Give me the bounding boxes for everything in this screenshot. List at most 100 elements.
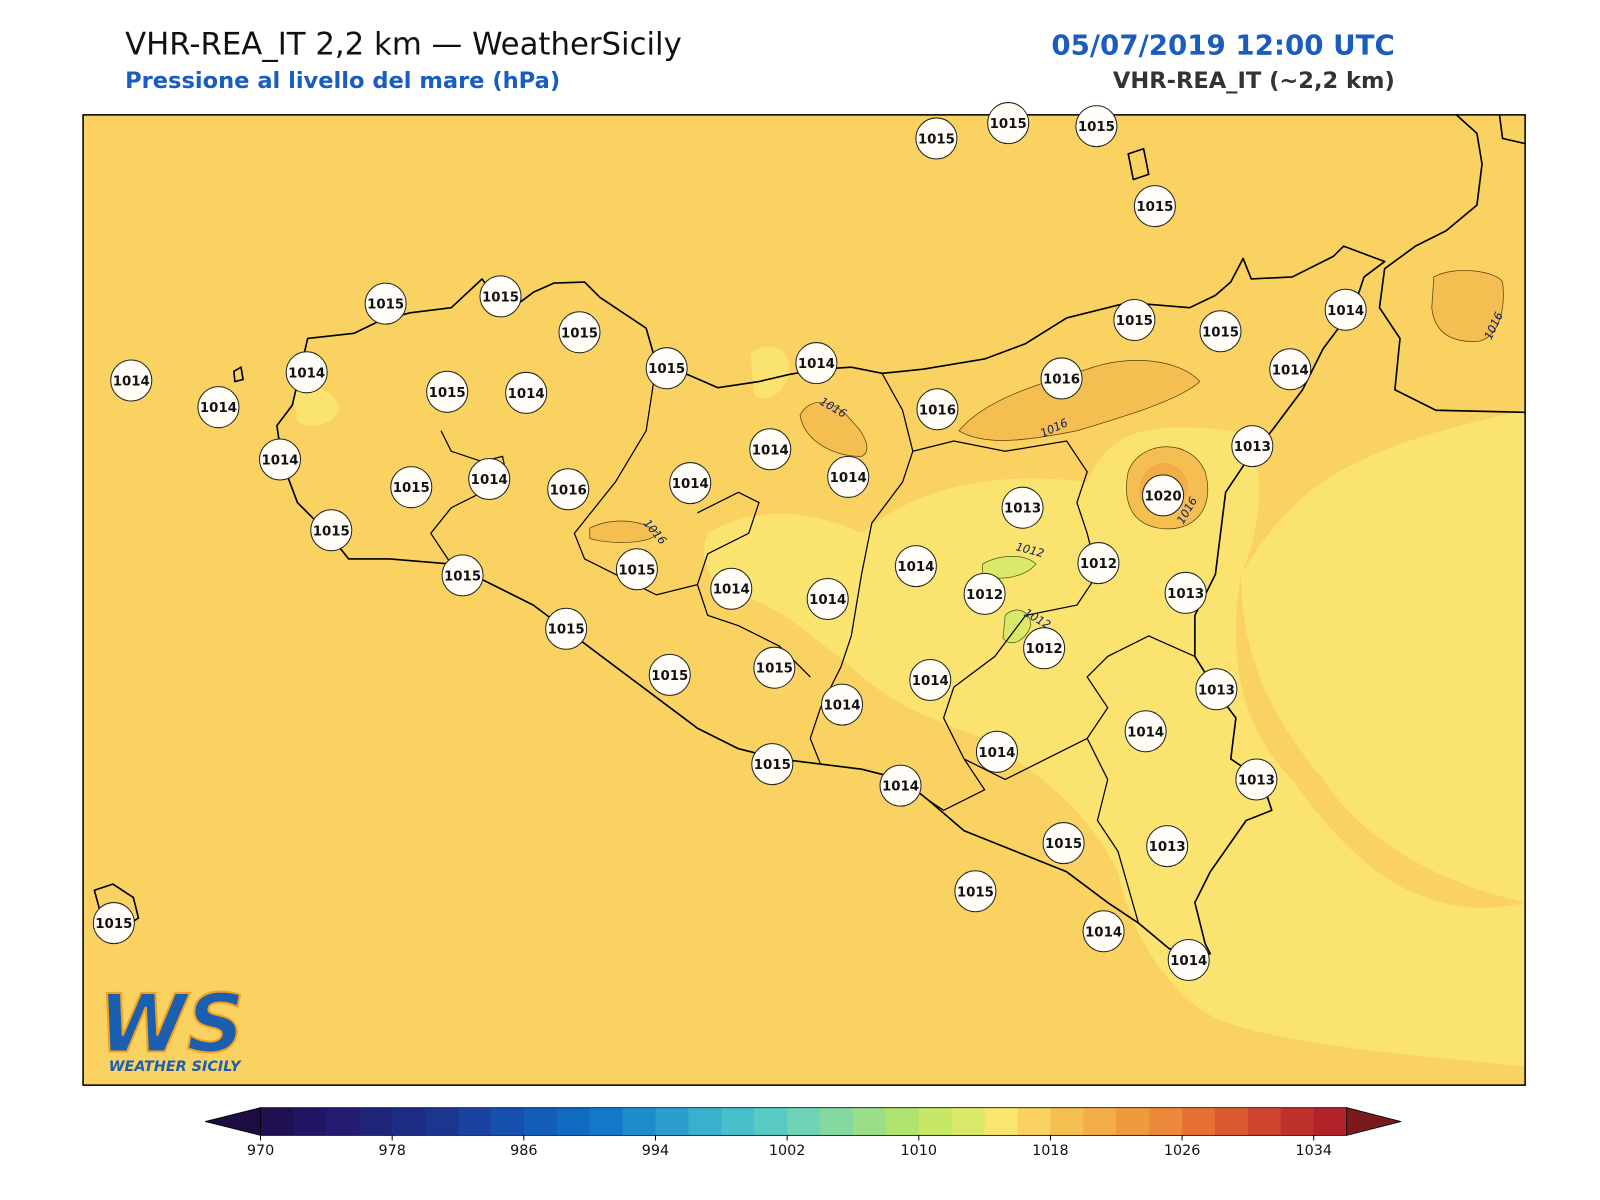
station: 1015	[310, 509, 353, 552]
station-value: 1014	[261, 454, 298, 469]
colorbar-box	[293, 1107, 327, 1136]
title: VHR-REA_IT 2,2 km — WeatherSicily	[125, 26, 682, 62]
colorbar-box	[556, 1107, 591, 1136]
station: 1012	[963, 572, 1006, 615]
station: 1014	[258, 438, 302, 481]
station-marker	[558, 311, 601, 354]
station-value: 1015	[648, 362, 685, 377]
station: 1012	[1023, 627, 1066, 670]
station-value: 1014	[823, 699, 860, 714]
station-value: 1014	[713, 583, 750, 598]
station-value: 1014	[882, 780, 919, 795]
colorbar-frame	[260, 1107, 1348, 1136]
station-value: 1015	[1045, 837, 1082, 852]
station-marker	[1269, 348, 1312, 391]
colorbar-box	[721, 1107, 755, 1136]
station: 1015	[987, 102, 1030, 145]
station-value: 1013	[1238, 774, 1275, 789]
colorbar-box	[787, 1107, 821, 1136]
station: 1014	[1324, 288, 1367, 331]
station-marker	[915, 117, 958, 160]
stations: 1015 1015 1015 1015 1015 1015 1015 1015 1014 1014…	[92, 102, 1367, 982]
station: 1016	[916, 388, 959, 431]
station: 1014	[505, 371, 548, 414]
station-marker	[1075, 105, 1118, 148]
station: 1013	[1001, 486, 1044, 529]
colorbar-box	[1280, 1107, 1315, 1136]
station-value: 1013	[1167, 587, 1204, 602]
station: 1014	[285, 351, 328, 394]
colorbar-tick-label: 986	[510, 1143, 537, 1159]
colorbar-box	[1247, 1107, 1282, 1136]
station-value: 1013	[1149, 840, 1186, 855]
station-value: 1015	[990, 117, 1027, 132]
station-marker	[1199, 310, 1242, 353]
subtitle: Pressione al livello del mare (hPa)	[125, 68, 560, 94]
station-value: 1015	[444, 569, 481, 584]
station-value: 1014	[1272, 363, 1309, 378]
station: 1015	[645, 347, 688, 390]
station-value: 1014	[912, 674, 949, 689]
station-marker	[879, 764, 922, 807]
station-value: 1015	[618, 563, 655, 578]
station-value: 1015	[95, 917, 132, 932]
station-value: 1016	[919, 403, 956, 418]
station-value: 1014	[288, 366, 325, 381]
station-value: 1014	[897, 560, 934, 575]
colorbar-box	[951, 1107, 986, 1136]
station-marker	[1001, 486, 1044, 529]
station: 1015	[954, 870, 997, 913]
station-value: 1020	[1145, 489, 1182, 504]
station-marker	[468, 457, 511, 500]
logo-text: WEATHER SICILY	[109, 1059, 242, 1075]
logo: WS WEATHER SICILY	[97, 976, 245, 1075]
station-value: 1014	[752, 443, 789, 458]
station: 1014	[1167, 938, 1210, 982]
station-value: 1016	[550, 483, 587, 498]
station-value: 1015	[957, 885, 994, 900]
station-marker	[310, 509, 353, 552]
colorbar-tick-label: 1002	[769, 1143, 806, 1159]
station-marker	[1042, 822, 1085, 865]
station-marker	[806, 577, 849, 620]
station: 1014	[1082, 910, 1125, 953]
colorbar-box	[820, 1107, 854, 1136]
colorbar-box	[523, 1107, 558, 1136]
colorbar-box	[359, 1107, 393, 1136]
station-marker	[753, 646, 796, 689]
station-marker	[615, 548, 658, 591]
map-frame	[82, 114, 1526, 1086]
station: 1014	[909, 658, 952, 702]
station-value: 1014	[798, 357, 835, 372]
station-marker	[795, 342, 838, 385]
station: 1014	[894, 545, 937, 588]
station-value: 1015	[313, 524, 350, 539]
station-value: 1013	[1234, 440, 1271, 455]
colorbar-tick-label: 970	[247, 1143, 274, 1159]
station-value: 1014	[471, 473, 508, 488]
station: 1014	[110, 359, 153, 402]
station-marker	[364, 282, 407, 325]
station: 1014	[975, 730, 1018, 773]
station-value: 1012	[966, 588, 1003, 603]
colorbar-box	[754, 1107, 788, 1136]
colorbar-box	[1017, 1107, 1051, 1136]
station-value: 1014	[978, 746, 1015, 761]
coastline	[233, 366, 244, 383]
station-marker	[821, 683, 864, 726]
station-marker	[894, 545, 937, 588]
colorbar-box	[326, 1107, 360, 1136]
station-value: 1012	[1026, 642, 1063, 657]
colorbar-tick-label: 978	[378, 1143, 405, 1159]
station: 1015	[753, 646, 796, 689]
colorbar-box	[1313, 1107, 1348, 1136]
station-marker	[1164, 571, 1207, 614]
pressure-field	[1431, 270, 1504, 342]
station-value: 1015	[1078, 120, 1115, 135]
station-value: 1014	[1085, 925, 1122, 940]
coastline	[276, 245, 1386, 955]
pressure-field	[750, 346, 790, 399]
station: 1014	[197, 386, 240, 429]
station-value: 1015	[1136, 200, 1173, 215]
station: 1015	[751, 743, 794, 786]
